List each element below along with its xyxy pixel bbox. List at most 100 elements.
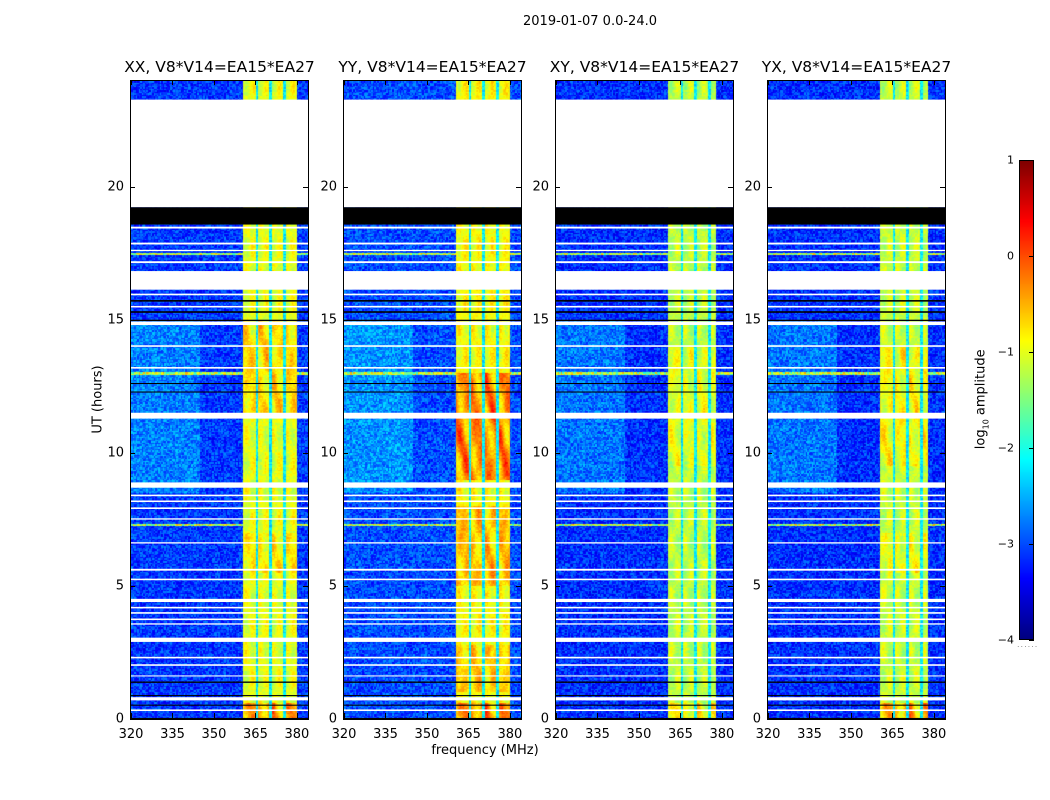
flagged-interval	[556, 598, 733, 603]
flagged-interval	[768, 623, 945, 625]
flagged-interval	[344, 637, 521, 642]
y-tick-label: 5	[540, 578, 549, 594]
flag-overlay	[556, 99, 733, 719]
flagged-interval	[768, 249, 945, 252]
y-tick-label: 5	[752, 578, 761, 594]
blanked-interval	[131, 300, 308, 302]
y-tick-mark	[343, 453, 348, 455]
flagged-interval	[768, 606, 945, 609]
flagged-interval	[556, 709, 733, 712]
flagged-interval	[344, 482, 521, 488]
flagged-interval	[768, 226, 945, 229]
flagged-interval	[344, 578, 521, 581]
flagged-interval	[556, 321, 733, 326]
x-tick-label: 335	[797, 727, 822, 742]
flagged-interval	[131, 249, 308, 252]
x-tick-label: 320	[755, 727, 781, 742]
blanked-interval	[768, 382, 945, 385]
colorbar-label: log10 amplitude	[973, 349, 991, 450]
flagged-interval	[556, 242, 733, 245]
flagged-interval	[556, 305, 733, 308]
flagged-interval	[131, 675, 308, 677]
x-tick-mark	[809, 80, 811, 85]
flagged-interval	[344, 664, 521, 666]
flagged-interval	[344, 675, 521, 677]
y-tick-mark	[728, 187, 733, 189]
y-tick-mark	[130, 719, 135, 720]
flagged-interval	[556, 345, 733, 347]
x-tick-mark	[597, 713, 599, 718]
x-tick-label: 350	[838, 727, 864, 742]
y-tick-label: 5	[115, 578, 124, 594]
flagged-interval	[768, 494, 945, 497]
flagged-interval	[344, 598, 521, 603]
figure-suptitle: 2019-01-07 0.0-24.0	[523, 14, 657, 29]
flagged-interval	[131, 637, 308, 642]
x-tick-mark	[385, 80, 387, 85]
x-axis-label: frequency (MHz)	[431, 743, 539, 758]
flagged-interval	[131, 261, 308, 264]
blanked-interval	[131, 382, 308, 385]
blanked-interval	[556, 319, 733, 322]
y-tick-mark	[130, 320, 135, 322]
y-tick-mark	[343, 320, 348, 322]
x-tick-label: 380	[497, 727, 523, 742]
flagged-interval	[556, 612, 733, 614]
blanked-interval	[768, 207, 945, 225]
panel-xx: XX, V8*V14=EA15*EA27 0 5 10 15 20 320 335 350 365…	[107, 58, 314, 742]
flagged-interval	[768, 242, 945, 245]
flagged-interval	[768, 656, 945, 659]
x-tick-mark	[680, 713, 682, 718]
x-tick-label: 320	[331, 727, 357, 742]
flagged-interval	[131, 656, 308, 659]
flagged-interval	[556, 293, 733, 296]
flagged-interval	[344, 606, 521, 609]
flagged-interval	[131, 293, 308, 296]
flagged-interval	[344, 305, 521, 308]
y-tick-label: 0	[115, 711, 124, 727]
panel-yx: YX, V8*V14=EA15*EA27 0 5 10 15 20 320 335 350 365…	[744, 58, 951, 742]
x-tick-mark	[597, 80, 599, 85]
colorbar-extend-marker: ......	[1017, 640, 1039, 649]
blanked-interval	[344, 207, 521, 225]
y-tick-label: 15	[320, 312, 337, 328]
flagged-interval	[768, 598, 945, 603]
x-tick-mark	[638, 713, 640, 718]
x-tick-label: 335	[585, 727, 610, 742]
x-tick-mark	[426, 80, 428, 85]
y-tick-mark	[516, 719, 521, 720]
colorbar-tick-label: 1	[1007, 153, 1014, 167]
flagged-interval	[344, 500, 521, 503]
panel-yy: YY, V8*V14=EA15*EA27 0 5 10 15 20 320 335 350 365…	[320, 58, 526, 742]
flagged-interval	[131, 507, 308, 509]
y-tick-label: 20	[320, 179, 337, 195]
flagged-interval	[556, 226, 733, 229]
flagged-interval	[556, 606, 733, 609]
blanked-interval	[768, 300, 945, 302]
flagged-interval	[768, 542, 945, 544]
flagged-interval	[556, 507, 733, 509]
flagged-interval	[768, 321, 945, 326]
flagged-interval	[556, 367, 733, 369]
x-tick-mark	[721, 80, 723, 85]
y-tick-mark	[555, 320, 560, 322]
y-tick-mark	[728, 719, 733, 720]
flagged-interval	[768, 500, 945, 503]
x-tick-label: 320	[118, 727, 144, 742]
x-tick-mark	[768, 80, 769, 85]
x-tick-mark	[468, 80, 470, 85]
flagged-interval	[131, 412, 308, 419]
flagged-interval	[131, 623, 308, 625]
colorbar-tick-label: −4	[997, 633, 1014, 647]
blanked-interval	[131, 717, 308, 719]
flagged-interval	[131, 664, 308, 666]
y-tick-label: 0	[752, 711, 761, 727]
y-tick-mark	[940, 320, 945, 322]
flagged-interval	[768, 99, 945, 208]
blanked-interval	[556, 391, 733, 393]
x-tick-label: 350	[201, 727, 227, 742]
x-tick-label: 320	[543, 727, 569, 742]
flagged-interval	[131, 500, 308, 503]
flagged-interval	[556, 261, 733, 264]
blanked-interval	[768, 391, 945, 393]
